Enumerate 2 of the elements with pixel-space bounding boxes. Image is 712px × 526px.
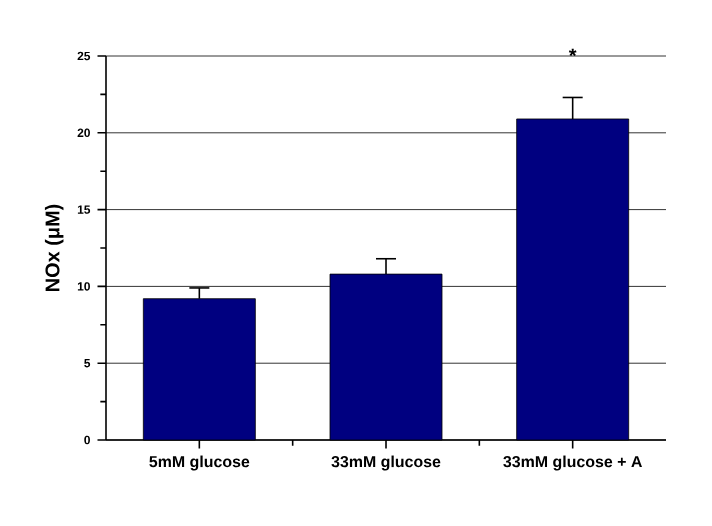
y-axis-title: NOx (μM) <box>44 204 64 291</box>
annotation: * <box>568 48 577 57</box>
